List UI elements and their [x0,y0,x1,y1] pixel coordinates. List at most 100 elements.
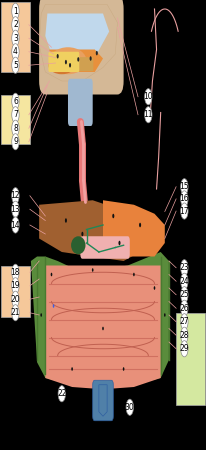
Text: 6: 6 [13,97,18,106]
Text: 8: 8 [13,124,18,133]
Circle shape [81,232,83,236]
Text: 29: 29 [180,344,189,353]
Circle shape [12,188,19,204]
Text: 18: 18 [11,268,20,277]
Text: 5: 5 [13,61,18,70]
Circle shape [12,30,19,46]
Circle shape [12,134,19,150]
Text: 2: 2 [13,20,18,29]
Text: 13: 13 [11,205,20,214]
Polygon shape [31,252,169,387]
Polygon shape [45,14,109,54]
Circle shape [133,273,135,276]
Text: 26: 26 [180,304,189,313]
Polygon shape [49,50,103,72]
FancyBboxPatch shape [176,313,205,405]
Circle shape [12,291,19,307]
Circle shape [154,286,155,290]
Ellipse shape [71,236,85,254]
Circle shape [164,313,166,317]
Circle shape [12,44,19,60]
FancyBboxPatch shape [93,380,113,421]
Circle shape [12,201,19,217]
Circle shape [12,3,19,19]
Ellipse shape [48,56,75,74]
Circle shape [40,313,42,317]
Text: 14: 14 [11,220,20,230]
Circle shape [112,214,114,218]
Circle shape [58,386,66,402]
Circle shape [51,273,52,276]
Circle shape [181,300,188,316]
Circle shape [90,56,92,61]
FancyBboxPatch shape [68,79,93,126]
Circle shape [181,341,188,357]
Polygon shape [39,200,144,261]
Circle shape [102,327,104,330]
Text: 27: 27 [180,317,189,326]
Circle shape [181,179,188,195]
Text: 1: 1 [13,7,18,16]
Text: 12: 12 [11,191,20,200]
Text: 25: 25 [180,290,189,299]
Circle shape [126,399,133,415]
Text: 23: 23 [180,263,189,272]
Circle shape [145,89,152,105]
FancyBboxPatch shape [1,2,30,72]
Circle shape [123,367,124,371]
Circle shape [12,264,19,280]
Circle shape [69,63,71,68]
Text: 28: 28 [180,331,189,340]
Circle shape [92,268,94,272]
Circle shape [65,60,67,64]
FancyBboxPatch shape [51,57,93,71]
Text: 19: 19 [11,281,20,290]
Circle shape [181,327,188,343]
FancyBboxPatch shape [80,236,130,259]
Text: 9: 9 [13,137,18,146]
FancyBboxPatch shape [1,94,30,144]
Polygon shape [99,385,107,416]
Circle shape [65,218,67,223]
Circle shape [77,57,79,62]
Polygon shape [45,266,161,389]
Text: 10: 10 [144,92,153,101]
FancyBboxPatch shape [39,0,124,94]
Circle shape [12,17,19,33]
Text: 30: 30 [125,403,135,412]
Text: 11: 11 [144,110,153,119]
Circle shape [12,93,19,109]
Circle shape [71,367,73,371]
Circle shape [96,51,98,55]
Circle shape [181,287,188,303]
Circle shape [12,120,19,136]
Circle shape [181,191,188,207]
Circle shape [181,203,188,219]
Circle shape [181,273,188,289]
Circle shape [181,260,188,276]
Text: 4: 4 [13,47,18,56]
Circle shape [139,223,141,227]
Polygon shape [39,4,117,81]
FancyBboxPatch shape [1,266,30,317]
Text: 20: 20 [11,295,20,304]
Circle shape [12,57,19,73]
Text: 16: 16 [180,194,189,203]
Circle shape [181,314,188,330]
Text: 15: 15 [180,182,189,191]
Circle shape [53,304,54,308]
Circle shape [57,54,59,58]
Text: 22: 22 [57,389,67,398]
Circle shape [118,241,121,245]
Text: 17: 17 [180,207,189,216]
Circle shape [12,278,19,294]
Ellipse shape [49,47,87,74]
Circle shape [12,305,19,321]
Text: 3: 3 [13,34,18,43]
Circle shape [12,107,19,123]
Text: 7: 7 [13,110,18,119]
Circle shape [145,107,152,123]
Text: 21: 21 [11,308,20,317]
Polygon shape [103,200,165,256]
FancyBboxPatch shape [48,52,79,72]
